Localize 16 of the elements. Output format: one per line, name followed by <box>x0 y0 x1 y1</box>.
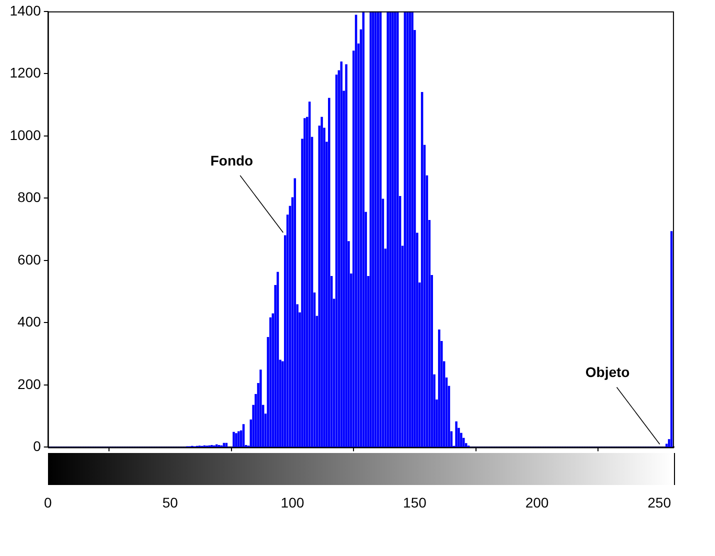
y-tick-label: 1000 <box>10 126 42 143</box>
y-tick-label: 0 <box>33 438 42 454</box>
x-tick-label: 200 <box>525 494 549 510</box>
x-tick-label: 250 <box>648 494 672 510</box>
x-tick-label: 100 <box>280 494 304 510</box>
y-tick-label: 600 <box>18 251 42 268</box>
y-tick-label: 1400 <box>10 2 42 18</box>
y-tick-label: 400 <box>18 314 42 330</box>
y-tick-label: 1200 <box>10 64 42 81</box>
annotation: Fondo <box>210 152 254 169</box>
x-tick-label: 150 <box>403 494 427 510</box>
y-tick-label: 800 <box>18 189 42 206</box>
y-tick-label: 200 <box>18 376 42 392</box>
x-tick-label: 50 <box>162 494 178 510</box>
x-tick-label: 0 <box>44 494 52 510</box>
annotation: Objeto <box>585 364 630 380</box>
